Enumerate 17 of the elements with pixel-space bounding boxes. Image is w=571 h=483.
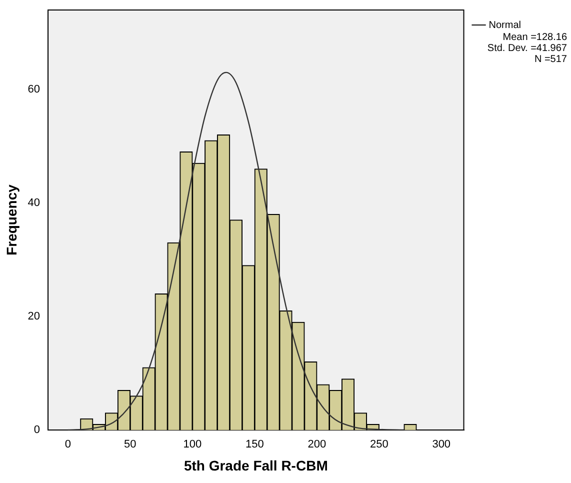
y-tick-label: 20 bbox=[28, 310, 40, 323]
x-tick-label: 200 bbox=[308, 438, 326, 451]
x-tick-label: 100 bbox=[183, 438, 202, 451]
text: Std. Dev. =41.967 bbox=[487, 43, 567, 54]
legend-label: Normal bbox=[488, 20, 522, 31]
text: Mean =128.16 bbox=[502, 32, 567, 43]
y-tick-label: 60 bbox=[28, 83, 40, 96]
y-tick-label: 40 bbox=[28, 197, 40, 210]
x-axis-title: 5th Grade Fall R-CBM bbox=[184, 457, 328, 474]
y-axis-title: Frequency bbox=[3, 184, 20, 256]
x-tick-label: 300 bbox=[432, 438, 451, 451]
x-tick-label: 50 bbox=[124, 438, 136, 451]
text: N =517 bbox=[533, 54, 567, 65]
y-tick-label: 0 bbox=[34, 424, 40, 436]
x-tick-label: 0 bbox=[64, 438, 72, 451]
x-tick-label: 250 bbox=[370, 438, 388, 451]
x-tick-label: 150 bbox=[245, 438, 264, 451]
